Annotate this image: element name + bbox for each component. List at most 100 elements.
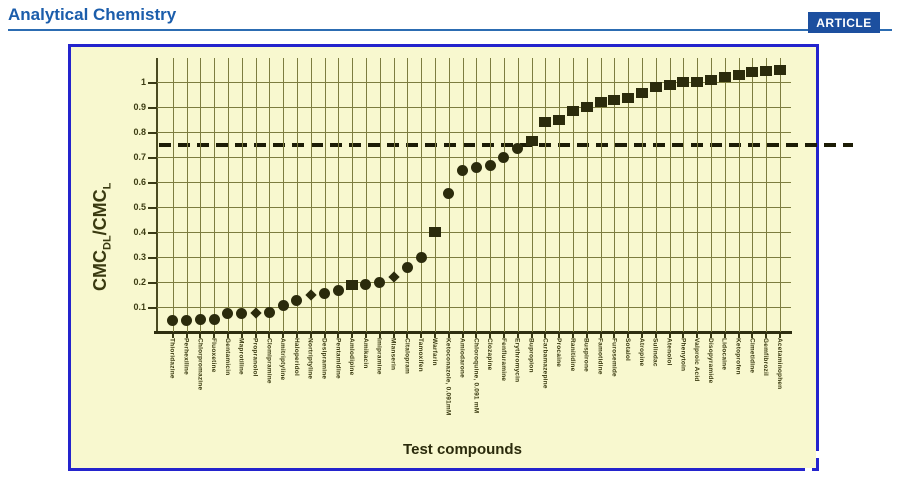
x-category-label: Nortriptyline	[306, 338, 314, 380]
data-point	[484, 160, 496, 172]
x-category-label: Ketoconazole, 0.091mM	[444, 338, 452, 416]
data-point	[622, 93, 635, 104]
data-point	[539, 117, 552, 127]
x-gridline	[421, 58, 423, 332]
x-category-label: Cimetidine	[748, 338, 756, 374]
x-category-label: Perhexiline	[182, 338, 190, 375]
x-tick	[295, 334, 298, 338]
x-tick	[461, 334, 464, 338]
x-tick	[268, 334, 271, 338]
data-point	[498, 151, 510, 163]
x-category-label: Propranolol	[251, 338, 259, 377]
x-category-label: Carbamazepine	[541, 338, 549, 389]
x-tick	[765, 334, 768, 338]
x-tick	[337, 334, 340, 338]
x-gridline	[641, 58, 643, 332]
x-category-label: Fenfluramine	[499, 338, 507, 382]
data-point	[649, 82, 662, 92]
x-category-label: Amikacin	[361, 338, 369, 369]
x-gridline	[283, 58, 285, 332]
x-tick	[613, 334, 616, 338]
x-gridline	[669, 58, 671, 332]
y-tick	[148, 181, 157, 184]
y-tick-label: 0.6	[133, 177, 146, 187]
y-tick-label: 1	[140, 77, 146, 87]
data-point	[208, 314, 220, 325]
data-point	[635, 88, 648, 99]
x-gridline	[310, 58, 312, 332]
x-tick	[585, 334, 588, 338]
data-point	[746, 67, 759, 77]
x-tick	[778, 334, 781, 338]
y-axis-title: CMCDL/CMCL	[90, 183, 114, 291]
x-gridline	[766, 58, 768, 332]
figure-border-left	[68, 44, 71, 471]
x-category-label: Ranitidine	[568, 338, 576, 372]
x-category-label: Tamoxifen	[417, 338, 425, 372]
x-category-label: Amlodipine	[348, 338, 356, 376]
x-tick	[378, 334, 381, 338]
x-gridline	[462, 58, 464, 332]
data-point	[401, 261, 413, 273]
x-gridline	[683, 58, 685, 332]
y-tick	[148, 256, 157, 259]
x-gridline	[214, 58, 216, 332]
y-axis-title-sub1: DL	[101, 235, 114, 250]
y-tick	[148, 306, 157, 309]
x-gridline	[296, 58, 298, 332]
figure-border-right-stub	[816, 458, 819, 471]
y-tick-label: 0.8	[133, 127, 146, 137]
x-category-label: Citalopram	[403, 338, 411, 374]
x-category-label: Buspirone	[582, 338, 590, 372]
x-tick	[199, 334, 202, 338]
data-point	[718, 72, 731, 82]
x-axis-title: Test compounds	[403, 441, 522, 458]
y-axis-title-sub2: L	[101, 182, 114, 190]
y-axis-title-base2: /CMC	[90, 189, 110, 236]
y-tick-label: 0.3	[133, 252, 146, 262]
x-gridline	[752, 58, 754, 332]
x-gridline	[352, 58, 354, 332]
data-point	[305, 288, 317, 301]
x-category-label: Sulindac	[651, 338, 659, 367]
y-axis-line	[156, 58, 158, 333]
x-tick	[282, 334, 285, 338]
x-tick	[392, 334, 395, 338]
x-tick	[213, 334, 216, 338]
x-gridline	[779, 58, 781, 332]
y-tick-label: 0.2	[133, 277, 146, 287]
data-point	[470, 161, 482, 173]
x-gridline	[503, 58, 505, 332]
x-gridline	[559, 58, 561, 332]
data-point	[566, 105, 579, 116]
x-category-label: Phenytoin	[679, 338, 687, 372]
x-tick	[627, 334, 630, 338]
y-tick-label: 0.4	[133, 227, 146, 237]
y-tick-label: 0.1	[133, 302, 146, 312]
x-category-label: Acetaminophen	[775, 338, 783, 390]
x-tick	[240, 334, 243, 338]
x-category-label: Sotalol	[624, 338, 632, 362]
x-tick	[530, 334, 533, 338]
data-point	[773, 64, 786, 75]
y-tick	[148, 81, 157, 84]
y-gridline	[157, 307, 791, 308]
x-category-label: Haloperidol	[292, 338, 300, 376]
x-gridline	[172, 58, 174, 332]
data-point	[443, 187, 455, 199]
figure-border-bottom-stub	[812, 468, 819, 471]
x-tick	[558, 334, 561, 338]
data-point	[525, 135, 538, 146]
y-gridline	[157, 257, 791, 258]
reference-dashed-line	[159, 142, 853, 147]
x-tick	[433, 334, 436, 338]
data-point	[691, 77, 704, 87]
x-category-label: Clomipramine	[265, 338, 273, 384]
y-gridline	[157, 182, 791, 183]
x-gridline	[200, 58, 202, 332]
x-tick	[737, 334, 740, 338]
x-category-label: Amiodarone	[458, 338, 466, 378]
x-axis-line	[154, 331, 792, 334]
figure-border-bottom	[68, 468, 805, 471]
